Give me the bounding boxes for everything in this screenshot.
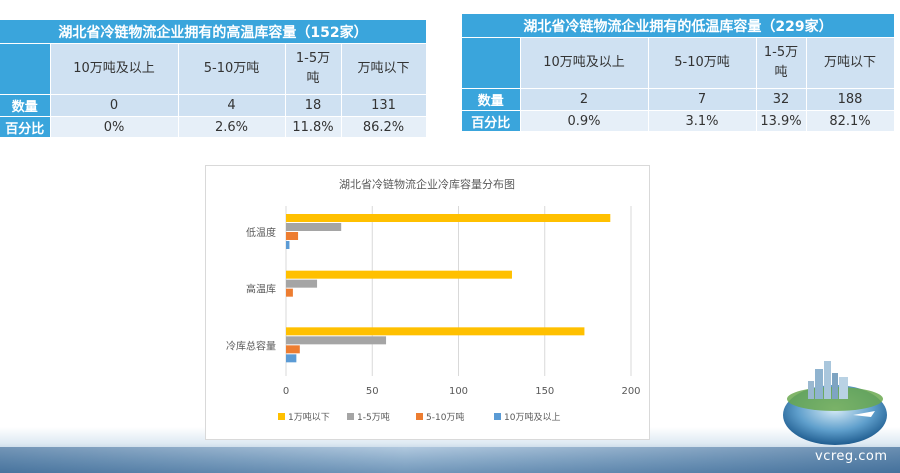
bar — [286, 241, 290, 249]
legend-label: 1万吨以下 — [288, 411, 330, 423]
bar — [286, 288, 293, 297]
table-cell: 0% — [50, 116, 179, 137]
table-row: 百分比 0.9% 3.1% 13.9% 82.1% — [462, 110, 895, 131]
row-label: 百分比 — [0, 116, 51, 137]
legend-swatch — [494, 413, 501, 420]
table-cell: 2 — [520, 88, 649, 111]
capacity-distribution-chart: 湖北省冷链物流企业冷库容量分布图 0 50 100 150 200 低温度高温库冷库总容量 1… — [205, 165, 650, 440]
table-cell: 18 — [285, 94, 342, 117]
column-header: 万吨以下 — [341, 43, 427, 95]
category-label: 高温库 — [246, 283, 276, 296]
bar — [286, 327, 585, 336]
table-cell: 7 — [648, 88, 757, 111]
low-temp-storage-table: 湖北省冷链物流企业拥有的低温库容量（229家） 10万吨及以上 5-10万吨 1… — [462, 14, 895, 131]
column-header: 10万吨及以上 — [520, 37, 649, 89]
bar — [286, 270, 512, 279]
row-label: 数量 — [462, 88, 521, 111]
high-temp-storage-table: 湖北省冷链物流企业拥有的高温库容量（152家） 10万吨及以上 5-10万吨 1… — [0, 20, 427, 137]
table-row: 数量 0 4 18 131 — [0, 94, 427, 117]
table-corner — [462, 37, 521, 89]
watermark-text: vcreg.com — [815, 449, 888, 464]
x-tick-label: 100 — [449, 386, 468, 397]
table-corner — [0, 43, 51, 95]
table-title: 湖北省冷链物流企业拥有的低温库容量（229家） — [462, 14, 895, 38]
column-header: 5-10万吨 — [178, 43, 286, 95]
legend-swatch — [416, 413, 423, 420]
x-tick-label: 200 — [621, 386, 640, 397]
legend-label: 10万吨及以上 — [504, 411, 560, 423]
bar — [286, 345, 300, 354]
x-tick-label: 150 — [535, 386, 554, 397]
column-header: 5-10万吨 — [648, 37, 757, 89]
bar — [286, 214, 611, 222]
table-cell: 82.1% — [806, 110, 895, 131]
table-cell: 188 — [806, 88, 895, 111]
table-cell: 0.9% — [520, 110, 649, 131]
table-cell: 3.1% — [648, 110, 757, 131]
chart-title: 湖北省冷链物流企业冷库容量分布图 — [339, 177, 515, 191]
category-label: 低温度 — [246, 226, 276, 239]
legend-swatch — [347, 413, 354, 420]
column-header: 10万吨及以上 — [50, 43, 179, 95]
column-header: 1-5万 吨 — [756, 37, 807, 89]
x-tick-label: 50 — [366, 386, 379, 397]
column-header: 1-5万 吨 — [285, 43, 342, 95]
table-title: 湖北省冷链物流企业拥有的高温库容量（152家） — [0, 20, 427, 44]
bar — [286, 354, 297, 363]
x-tick-label: 0 — [283, 386, 289, 397]
table-cell: 0 — [50, 94, 179, 117]
bottom-decorative-stripe — [0, 447, 900, 473]
table-cell: 13.9% — [756, 110, 807, 131]
legend-swatch — [278, 413, 285, 420]
bar — [286, 223, 342, 231]
row-label: 数量 — [0, 94, 51, 117]
column-header: 万吨以下 — [806, 37, 895, 89]
table-row: 百分比 0% 2.6% 11.8% 86.2% — [0, 116, 427, 137]
bar — [286, 336, 387, 345]
table-cell: 11.8% — [285, 116, 342, 137]
table-cell: 86.2% — [341, 116, 427, 137]
bar — [286, 232, 299, 240]
row-label: 百分比 — [462, 110, 521, 131]
table-cell: 131 — [341, 94, 427, 117]
table-cell: 32 — [756, 88, 807, 111]
table-cell: 2.6% — [178, 116, 286, 137]
table-cell: 4 — [178, 94, 286, 117]
globe-city-illustration — [783, 361, 887, 445]
category-label: 冷库总容量 — [226, 339, 276, 352]
bar — [286, 279, 318, 288]
legend-label: 5-10万吨 — [426, 411, 464, 423]
table-row: 数量 2 7 32 188 — [462, 88, 895, 111]
legend-label: 1-5万吨 — [357, 411, 390, 423]
